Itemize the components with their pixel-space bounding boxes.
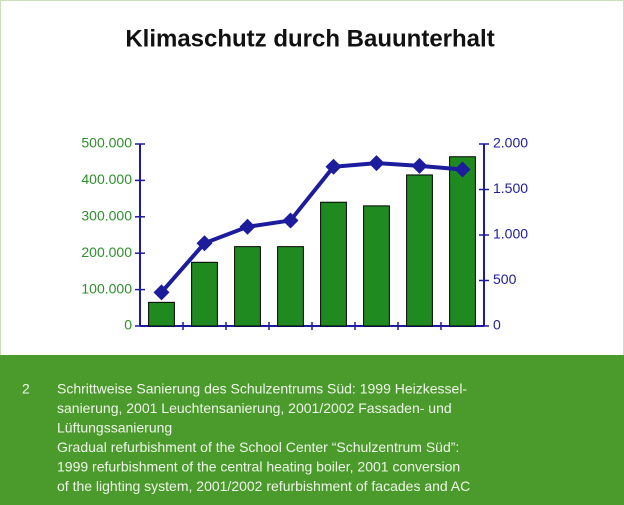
caption-line: 1999 refurbishment of the central heatin… bbox=[57, 459, 460, 475]
y2-tick-label: 1.500 bbox=[493, 180, 528, 196]
y2-tick-label: 500 bbox=[493, 271, 517, 287]
caption-line: Gradual refurbishment of the School Cent… bbox=[57, 439, 459, 455]
bar bbox=[191, 261, 218, 327]
line-marker bbox=[411, 157, 428, 174]
caption-box bbox=[0, 355, 624, 505]
bar bbox=[277, 246, 304, 327]
bar bbox=[449, 156, 476, 327]
caption-line: Lüftungssanierung bbox=[57, 420, 172, 436]
y-tick-label: 400.000 bbox=[81, 171, 132, 187]
line-marker bbox=[239, 218, 256, 235]
line-marker bbox=[282, 212, 299, 229]
bar bbox=[320, 201, 347, 327]
bar bbox=[234, 246, 261, 327]
chart-title: Klimaschutz durch Bauunterhalt bbox=[125, 25, 494, 52]
line-marker bbox=[368, 155, 385, 172]
y-tick-label: 300.000 bbox=[81, 208, 132, 224]
bar bbox=[363, 205, 390, 327]
y-tick-label: 100.000 bbox=[81, 280, 132, 296]
y2-tick-label: 2.000 bbox=[493, 135, 528, 151]
chart-frame bbox=[0, 0, 624, 356]
line-marker bbox=[196, 235, 213, 252]
y2-tick-label: 0 bbox=[493, 317, 501, 333]
y-tick-label: 500.000 bbox=[81, 135, 132, 151]
line-marker bbox=[153, 284, 170, 301]
y-tick-label: 0 bbox=[124, 317, 132, 333]
y-tick-label: 200.000 bbox=[81, 244, 132, 260]
caption-line: of the lighting system, 2001/2002 refurb… bbox=[57, 478, 470, 494]
y2-tick-label: 1.000 bbox=[493, 226, 528, 242]
bar bbox=[406, 174, 433, 327]
caption-number: 2 bbox=[22, 381, 30, 397]
line-marker bbox=[325, 158, 342, 175]
caption-line: sanierung, 2001 Leuchtensanierung, 2001/… bbox=[57, 400, 452, 416]
caption-line: Schrittweise Sanierung des Schulzentrums… bbox=[57, 381, 467, 397]
line-marker bbox=[454, 161, 471, 178]
bar bbox=[148, 301, 175, 327]
